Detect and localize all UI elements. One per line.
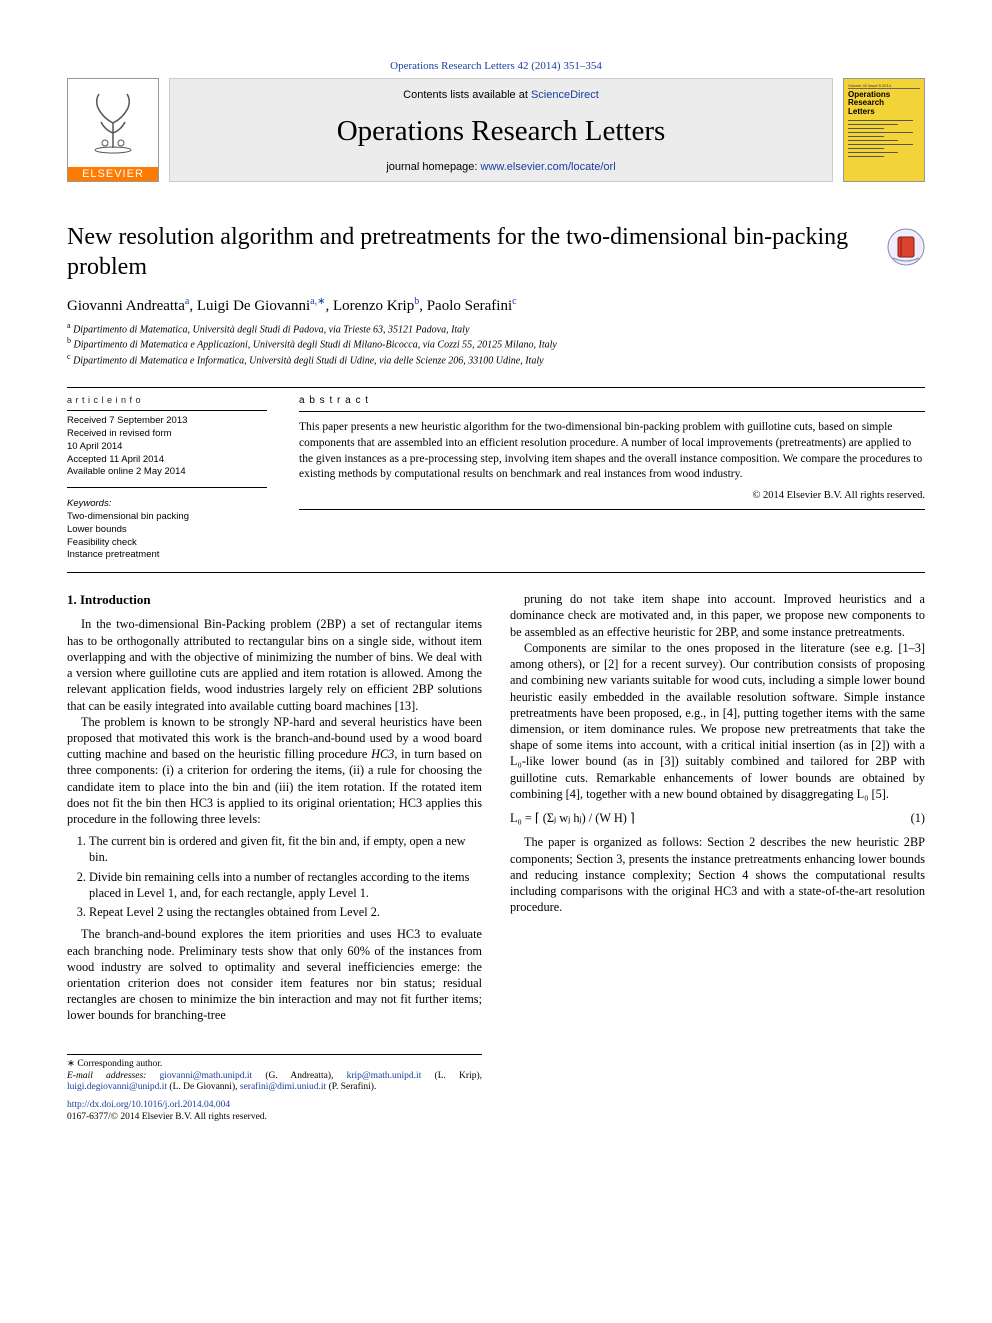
doi-link[interactable]: http://dx.doi.org/10.1016/j.orl.2014.04.…: [67, 1100, 230, 1110]
affiliations: a Dipartimento di Matematica, Università…: [67, 321, 925, 367]
sciencedirect-link[interactable]: ScienceDirect: [531, 89, 599, 101]
history-line: 10 April 2014: [67, 441, 267, 454]
keyword: Two-dimensional bin packing: [67, 511, 267, 524]
author: Paolo Serafinic: [427, 298, 517, 314]
article-info-block: a r t i c l e i n f o Received 7 Septemb…: [67, 394, 267, 562]
paragraph: pruning do not take item shape into acco…: [510, 591, 925, 640]
list-item: Repeat Level 2 using the rectangles obta…: [89, 904, 482, 920]
author: Lorenzo Kripb: [333, 298, 419, 314]
journal-cover-thumb: Volume 42 Issue 5 2014 OperationsResearc…: [843, 78, 925, 182]
list-item: Divide bin remaining cells into a number…: [89, 869, 482, 901]
email-link[interactable]: krip@math.unipd.it: [347, 1071, 422, 1081]
paragraph: Components are similar to the ones propo…: [510, 640, 925, 802]
history-line: Available online 2 May 2014: [67, 466, 267, 479]
body-columns: 1. Introduction In the two-dimensional B…: [67, 591, 925, 1124]
author-affil-link[interactable]: c: [512, 296, 516, 307]
list-item: The current bin is ordered and given fit…: [89, 833, 482, 865]
paper-title: New resolution algorithm and pretreatmen…: [67, 222, 925, 282]
masthead: ELSEVIER Contents lists available at Sci…: [67, 78, 925, 182]
section-heading: 1. Introduction: [67, 591, 482, 608]
rule: [67, 387, 925, 388]
keywords-header: Keywords:: [67, 498, 267, 511]
history-line: Accepted 11 April 2014: [67, 454, 267, 467]
paragraph: The paper is organized as follows: Secti…: [510, 834, 925, 915]
paragraph: The problem is known to be strongly NP-h…: [67, 714, 482, 828]
crossmark-icon[interactable]: [887, 228, 925, 266]
abstract-block: a b s t r a c t This paper presents a ne…: [299, 394, 925, 562]
footnotes: ∗ Corresponding author. E-mail addresses…: [67, 1054, 482, 1095]
history-line: Received 7 September 2013: [67, 415, 267, 428]
email-link[interactable]: giovanni@math.unipd.it: [160, 1071, 253, 1081]
rule: [67, 572, 925, 573]
author-affil-link[interactable]: b: [414, 296, 419, 307]
article-info-header: a r t i c l e i n f o: [67, 394, 267, 406]
top-citation: Operations Research Letters 42 (2014) 35…: [67, 60, 925, 72]
paragraph: In the two-dimensional Bin-Packing probl…: [67, 616, 482, 713]
doi-block: http://dx.doi.org/10.1016/j.orl.2014.04.…: [67, 1100, 482, 1124]
keyword: Feasibility check: [67, 537, 267, 550]
abstract-text: This paper presents a new heuristic algo…: [299, 420, 925, 482]
issn-line: 0167-6377/© 2014 Elsevier B.V. All right…: [67, 1112, 267, 1122]
homepage-line: journal homepage: www.elsevier.com/locat…: [386, 161, 615, 173]
top-citation-link[interactable]: Operations Research Letters 42 (2014) 35…: [390, 60, 602, 72]
levels-list: The current bin is ordered and given fit…: [89, 833, 482, 920]
history-line: Received in revised form: [67, 428, 267, 441]
journal-homepage-link[interactable]: www.elsevier.com/locate/orl: [481, 161, 616, 173]
email-link[interactable]: luigi.degiovanni@unipd.it: [67, 1082, 167, 1092]
elsevier-tree-icon: [68, 79, 158, 167]
author-affil-link[interactable]: a: [185, 296, 189, 307]
authors-line: Giovanni Andreattaa, Luigi De Giovannia,…: [67, 296, 925, 315]
author-affil-link[interactable]: a,∗: [310, 296, 325, 307]
author: Luigi De Giovannia,∗: [197, 298, 326, 314]
journal-title: Operations Research Letters: [337, 115, 666, 148]
masthead-center: Contents lists available at ScienceDirec…: [169, 78, 833, 182]
email-link[interactable]: serafini@dimi.uniud.it: [240, 1082, 326, 1092]
keyword: Instance pretreatment: [67, 549, 267, 562]
equation: L₀ = ⌈ (Σⱼ wⱼ hⱼ) / (W H) ⌉ (1): [510, 810, 925, 826]
abstract-copyright: © 2014 Elsevier B.V. All rights reserved…: [299, 489, 925, 503]
elsevier-logo: ELSEVIER: [67, 78, 159, 182]
cover-title: OperationsResearchLetters: [848, 91, 920, 116]
elsevier-wordmark: ELSEVIER: [68, 167, 158, 181]
keyword: Lower bounds: [67, 524, 267, 537]
contents-line: Contents lists available at ScienceDirec…: [403, 89, 599, 101]
paragraph: The branch-and-bound explores the item p…: [67, 926, 482, 1023]
abstract-header: a b s t r a c t: [299, 394, 925, 408]
author: Giovanni Andreattaa: [67, 298, 189, 314]
